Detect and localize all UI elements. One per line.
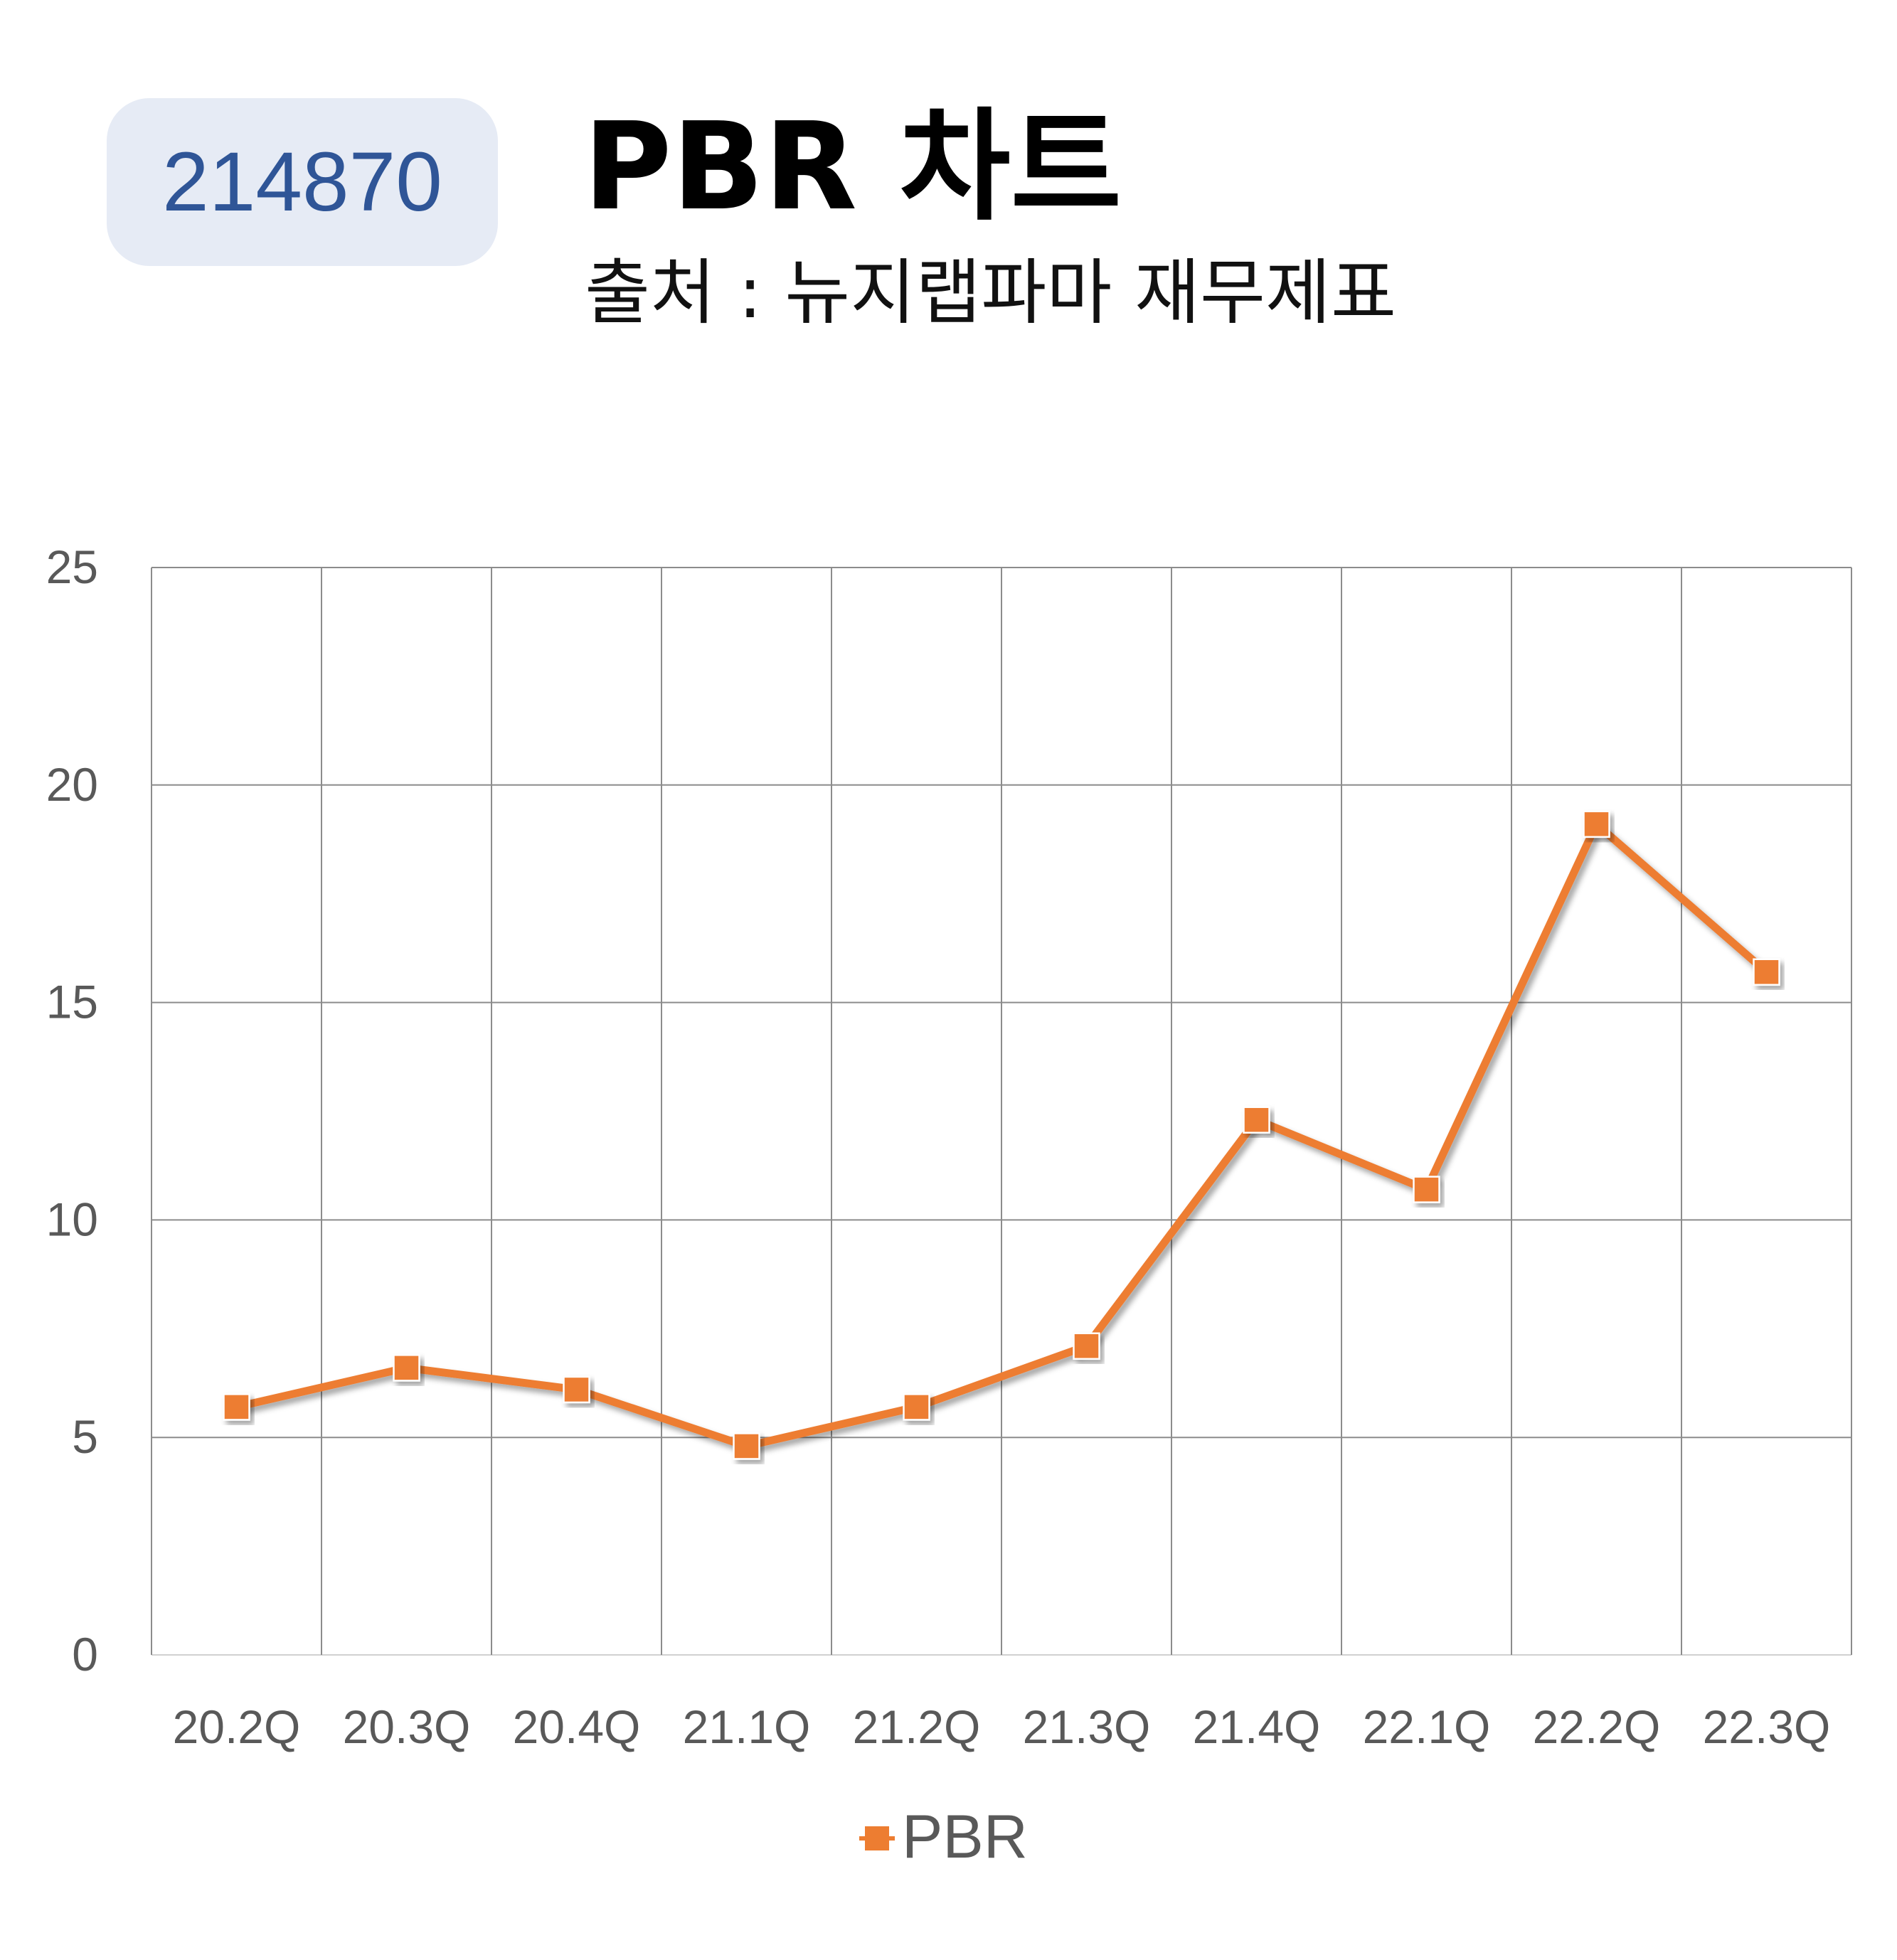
x-tick-label: 21.3Q	[1023, 1700, 1151, 1753]
stock-code-badge: 214870	[107, 98, 498, 266]
y-tick-label: 20	[46, 758, 98, 811]
stock-code: 214870	[162, 135, 442, 229]
chart-title: PBR 차트	[583, 97, 1122, 238]
y-tick-label: 25	[46, 540, 98, 593]
x-tick-label: 22.2Q	[1533, 1700, 1661, 1753]
legend-label: PBR	[902, 1803, 1028, 1871]
data-point-marker	[1073, 1332, 1100, 1360]
series-line	[233, 820, 1770, 1450]
y-tick-label: 10	[46, 1193, 98, 1245]
x-tick-label: 22.1Q	[1363, 1700, 1491, 1753]
x-tick-label: 20.4Q	[513, 1700, 641, 1753]
x-tick-label: 20.3Q	[343, 1700, 471, 1753]
data-point-marker	[733, 1432, 760, 1460]
x-tick-label: 21.4Q	[1193, 1700, 1321, 1753]
chart-source: 출처 : 뉴지랩파마 재무제표	[585, 251, 1397, 334]
data-point-marker	[903, 1393, 930, 1421]
data-point-marker	[393, 1354, 420, 1382]
x-tick-label: 21.2Q	[853, 1700, 981, 1753]
data-point-marker	[1413, 1176, 1440, 1203]
data-point-marker	[1583, 810, 1610, 838]
y-tick-label: 15	[46, 976, 98, 1028]
data-point-marker	[563, 1375, 590, 1404]
x-tick-label: 22.3Q	[1703, 1700, 1831, 1753]
legend-marker	[865, 1826, 889, 1850]
data-point-marker	[223, 1393, 250, 1421]
y-tick-label: 5	[72, 1410, 98, 1463]
data-point-marker	[1243, 1106, 1270, 1134]
x-tick-label: 20.2Q	[173, 1700, 301, 1753]
y-tick-label: 0	[72, 1628, 98, 1681]
x-tick-label: 21.1Q	[683, 1700, 811, 1753]
data-point-marker	[1753, 958, 1780, 986]
